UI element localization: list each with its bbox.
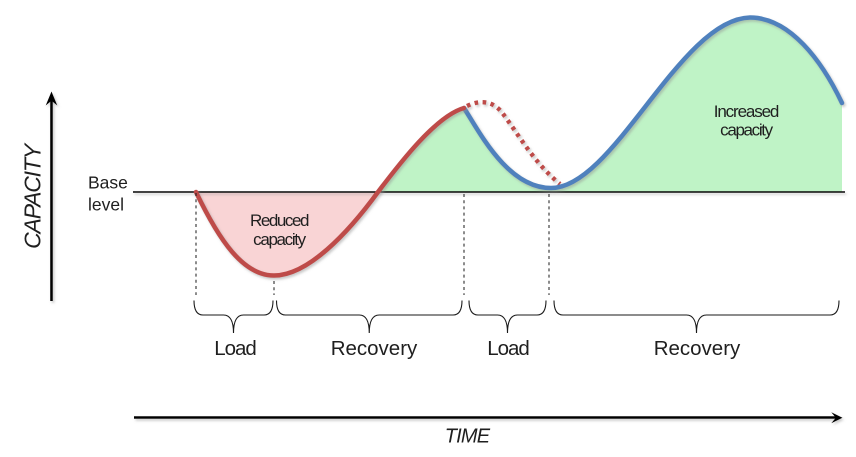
svg-text:Load: Load (214, 337, 256, 360)
svg-text:Reduced: Reduced (250, 211, 309, 230)
svg-text:Load: Load (487, 337, 529, 360)
svg-text:Increased: Increased (714, 102, 779, 121)
svg-text:TIME: TIME (445, 426, 491, 448)
svg-text:capacity: capacity (253, 230, 306, 249)
svg-text:CAPACITY: CAPACITY (20, 142, 46, 249)
svg-text:Recovery: Recovery (331, 337, 418, 360)
svg-text:Base: Base (88, 173, 128, 193)
svg-text:capacity: capacity (720, 121, 773, 140)
svg-text:Recovery: Recovery (654, 337, 741, 360)
svg-text:level: level (88, 195, 124, 215)
